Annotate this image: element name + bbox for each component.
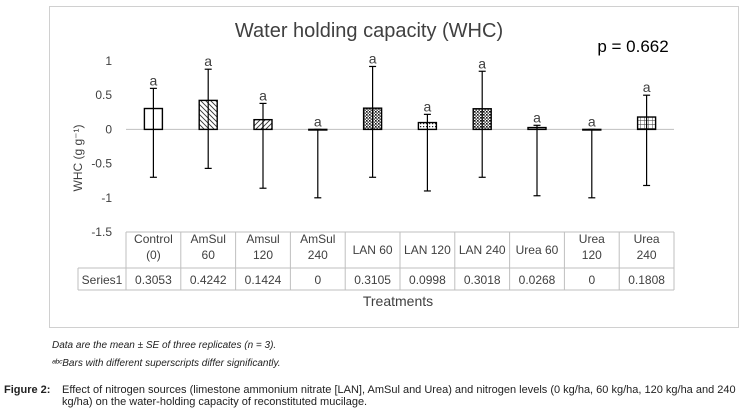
note-mean-se: Data are the mean ± SE of three replicat… (52, 340, 277, 351)
value-cell: 0.0268 (519, 273, 556, 287)
significance-letter: a (533, 109, 541, 125)
figure-caption: Figure 2: Effect of nitrogen sources (lim… (4, 384, 742, 408)
category-label: Urea (579, 232, 605, 246)
category-label: LAN 60 (353, 243, 393, 257)
value-cell: 0.3053 (135, 273, 172, 287)
category-label: AmSul (191, 232, 226, 246)
y-tick-label: -1 (101, 191, 112, 205)
significance-letter: a (369, 50, 377, 66)
category-label: LAN 240 (459, 243, 506, 257)
caption-text: Effect of nitrogen sources (limestone am… (62, 384, 736, 408)
value-cell: 0.1808 (628, 273, 665, 287)
category-label: 60 (202, 248, 216, 262)
category-label: (0) (146, 248, 161, 262)
category-label: 240 (637, 248, 657, 262)
p-value-annotation: p = 0.662 (597, 37, 668, 56)
value-cell: 0.3018 (464, 273, 501, 287)
significance-letter: a (150, 72, 158, 88)
value-cell: 0 (314, 273, 321, 287)
category-label: Control (134, 232, 173, 246)
significance-letter: a (588, 113, 596, 129)
significance-letter: a (643, 79, 651, 95)
category-label: LAN 120 (404, 243, 451, 257)
significance-letter: a (478, 55, 486, 71)
value-cell: 0.0998 (409, 273, 446, 287)
y-tick-label: 0.5 (95, 88, 112, 102)
category-label: 120 (253, 248, 273, 262)
significance-letter: a (424, 98, 432, 114)
y-tick-label: 0 (105, 122, 112, 136)
category-label: AmSul (300, 232, 335, 246)
value-cell: 0 (588, 273, 595, 287)
y-tick-label: -0.5 (91, 157, 112, 171)
y-tick-label: -1.5 (91, 225, 112, 239)
series-name-cell: Series1 (82, 273, 123, 287)
significance-letter: a (259, 87, 267, 103)
chart-frame (49, 6, 739, 328)
y-axis-label: WHC (g g⁻¹) (71, 125, 85, 192)
y-tick-label: 1 (105, 54, 112, 68)
category-label: 120 (582, 248, 602, 262)
significance-letters: a a a a a a a a a a (150, 50, 651, 129)
value-cell: 0.4242 (190, 273, 227, 287)
value-cell: 0.3105 (354, 273, 391, 287)
significance-letter: a (314, 113, 322, 129)
category-label: 240 (308, 248, 328, 262)
category-label: Amsul (246, 232, 279, 246)
error-bars (149, 65, 651, 199)
value-cell: 0.1424 (245, 273, 282, 287)
category-label: Urea (634, 232, 660, 246)
bars (143, 99, 657, 131)
significance-letter: a (204, 53, 212, 69)
data-table: Series1 Control (0) 0.3053 AmSul 60 0.4242 Amsu… (77, 128, 675, 291)
caption-label: Figure 2: (4, 384, 51, 396)
category-label: Urea 60 (516, 243, 559, 257)
note-superscripts: ᵃᵇᶜBars with different superscripts diff… (52, 358, 281, 369)
x-axis-label: Treatments (363, 293, 433, 309)
chart-title: Water holding capacity (WHC) (235, 20, 503, 42)
y-axis-ticks: 1 0.5 0 -0.5 -1 -1.5 (91, 54, 112, 239)
